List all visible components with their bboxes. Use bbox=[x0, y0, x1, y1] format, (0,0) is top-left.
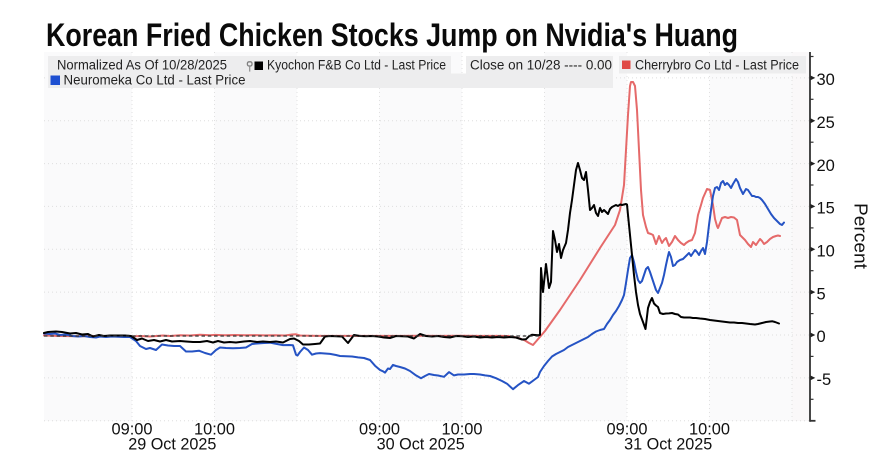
svg-text:30 Oct 2025: 30 Oct 2025 bbox=[377, 436, 465, 454]
svg-text:30: 30 bbox=[817, 71, 835, 89]
svg-text:Korean Fried Chicken Stocks Ju: Korean Fried Chicken Stocks Jump on Nvid… bbox=[46, 17, 738, 53]
svg-text:5: 5 bbox=[817, 285, 826, 303]
svg-text:Cherrybro Co Ltd - Last Price: Cherrybro Co Ltd - Last Price bbox=[635, 58, 799, 73]
svg-text:15: 15 bbox=[817, 200, 835, 218]
svg-text:25: 25 bbox=[817, 114, 835, 132]
svg-text:20: 20 bbox=[817, 157, 835, 175]
svg-text:Normalized As Of 10/28/2025: Normalized As Of 10/28/2025 bbox=[57, 58, 227, 73]
svg-text:Percent: Percent bbox=[851, 203, 870, 269]
svg-text:Kyochon F&B Co Ltd - Last Pric: Kyochon F&B Co Ltd - Last Price bbox=[267, 58, 446, 73]
svg-text:29 Oct 2025: 29 Oct 2025 bbox=[128, 436, 216, 454]
svg-text:-5: -5 bbox=[817, 371, 832, 389]
svg-text:Close on 10/28 ---- 0.00: Close on 10/28 ---- 0.00 bbox=[470, 58, 612, 73]
svg-text:31 Oct 2025: 31 Oct 2025 bbox=[624, 436, 712, 454]
svg-text:10: 10 bbox=[817, 243, 835, 261]
svg-text:0: 0 bbox=[817, 328, 826, 346]
svg-text:Neuromeka Co Ltd - Last Price: Neuromeka Co Ltd - Last Price bbox=[64, 73, 246, 88]
